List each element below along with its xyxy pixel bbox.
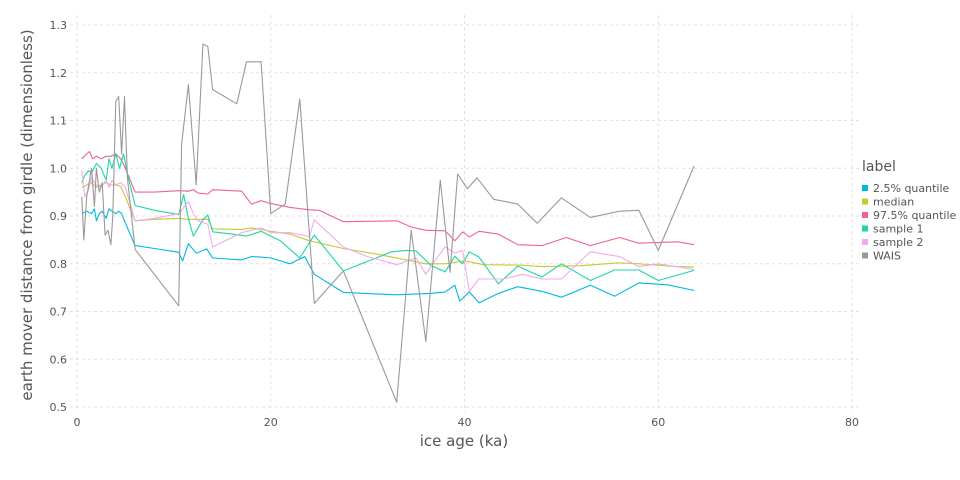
legend-title: label: [862, 159, 896, 175]
legend-label: WAIS: [873, 250, 901, 263]
legend-swatch: [862, 198, 868, 205]
x-tick-labels: 0 20 40 60 80: [74, 416, 860, 429]
legend-swatch: [862, 185, 868, 191]
x-tick-label: 20: [264, 416, 278, 429]
legend-swatch: [862, 252, 868, 259]
x-tick-label: 40: [458, 416, 472, 429]
y-tick-label: 0.8: [50, 258, 68, 271]
y-tick-label: 0.6: [50, 353, 68, 366]
series-line-97-5-quantile: [81, 150, 695, 247]
legend-label: sample 1: [873, 223, 924, 236]
legend-label: 97.5% quantile: [873, 209, 957, 222]
series-line-wais: [81, 43, 695, 403]
y-tick-label: 0.5: [50, 401, 68, 414]
series-line-sample-1: [81, 153, 695, 285]
x-tick-label: 0: [74, 416, 81, 429]
y-tick-label: 0.7: [50, 306, 68, 319]
y-tick-label: 1.3: [50, 19, 68, 32]
y-tick-label: 1.0: [50, 162, 68, 175]
legend-swatch: [862, 239, 868, 245]
series-line-2-5-quantile: [81, 208, 695, 304]
y-tick-label: 1.2: [50, 67, 68, 80]
y-tick-label: 1.1: [50, 115, 68, 128]
x-axis-label: ice age (ka): [420, 432, 508, 450]
x-tick-label: 60: [651, 416, 665, 429]
y-axis-label: earth mover distance from girdle (dimens…: [18, 29, 36, 400]
series-line-sample-2: [81, 170, 695, 292]
y-tick-label: 0.9: [50, 210, 68, 223]
series-layer: [81, 43, 695, 403]
x-tick-label: 80: [845, 416, 859, 429]
grid: [64, 15, 860, 412]
series-line-median: [81, 182, 695, 268]
y-tick-labels: 0.5 0.6 0.7 0.8 0.9 1.0 1.1 1.2 1.3: [50, 19, 68, 414]
legend-swatch: [862, 212, 868, 218]
legend-label: sample 2: [873, 236, 924, 249]
legend-swatch: [862, 225, 868, 232]
legend-label: 2.5% quantile: [873, 182, 950, 195]
legend-label: median: [873, 196, 914, 209]
